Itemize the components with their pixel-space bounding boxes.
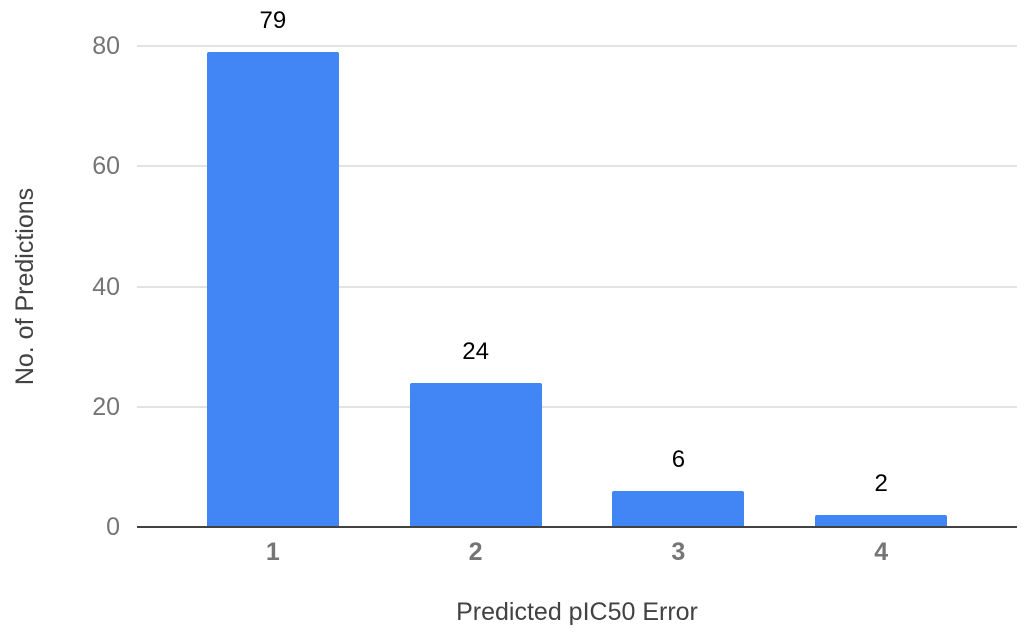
gridline	[137, 45, 1017, 47]
bar-value-label: 2	[874, 469, 888, 497]
y-tick-label: 0	[106, 513, 120, 541]
y-tick-label: 40	[92, 272, 120, 301]
x-category-label: 1	[265, 538, 280, 566]
bar	[612, 490, 745, 527]
bar-value-label: 24	[462, 337, 489, 365]
bar-value-label: 6	[671, 445, 686, 473]
bar	[206, 52, 339, 527]
y-tick-label: 20	[92, 392, 120, 421]
y-axis-tick-labels: 0 20 40 60 80	[0, 32, 120, 541]
bar	[815, 514, 948, 527]
gridline	[137, 285, 1017, 288]
x-category-label: 4	[874, 538, 889, 566]
x-axis-category-labels: 1 2 3 4	[137, 537, 1017, 567]
bar	[409, 382, 542, 527]
bar-value-label: 79	[259, 7, 287, 35]
gridline	[137, 165, 1017, 168]
x-category-label: 2	[468, 538, 483, 566]
y-tick-label: 80	[92, 32, 120, 60]
x-category-label: 3	[671, 538, 686, 566]
x-axis-line	[137, 526, 1017, 528]
x-axis-title: Predicted pIC50 Error	[456, 598, 698, 626]
gridline	[137, 405, 1017, 408]
plot-area: 79 24 6 2	[137, 7, 1017, 528]
y-tick-label: 60	[92, 152, 120, 181]
